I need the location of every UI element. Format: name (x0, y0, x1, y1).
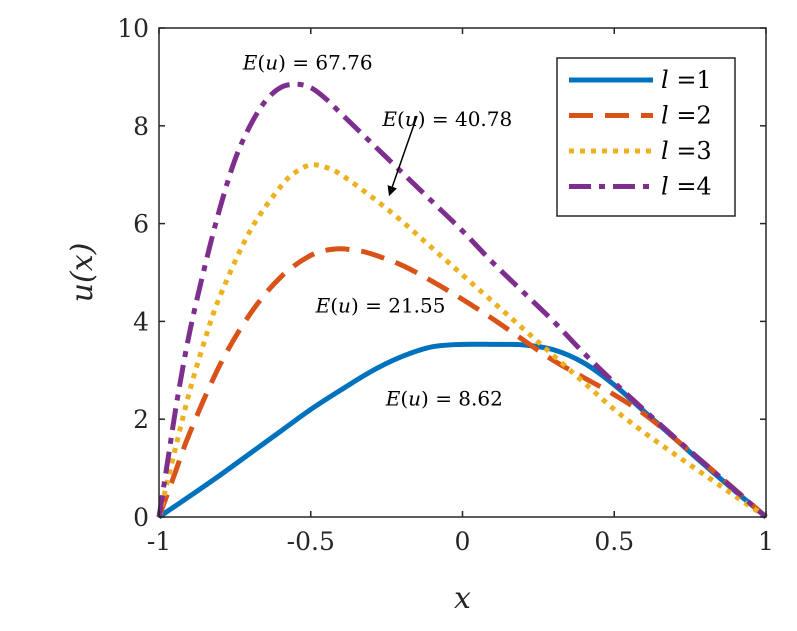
y-tick-label: 2 (133, 405, 149, 434)
y-tick-label: 6 (133, 210, 149, 239)
series-line-4 (156, 81, 768, 519)
energy-annotation-4: E(u) = 8.62 (385, 387, 503, 411)
x-tick-label: 0 (455, 527, 471, 556)
x-tick-label: -0.5 (287, 527, 335, 556)
legend-label-4: l =4 (661, 173, 712, 201)
y-tick-label: 4 (133, 307, 149, 336)
legend-label-2: l =2 (661, 102, 712, 130)
series-line-2 (156, 246, 768, 519)
x-tick-label: 0.5 (594, 527, 634, 556)
series-lines (156, 81, 768, 520)
x-tick-label: 1 (758, 527, 774, 556)
series-line-3 (156, 162, 768, 520)
energy-annotation-1: E(u) = 67.76 (242, 51, 373, 75)
annotations: E(u) = 67.76 E(u) = 40.78 E(u) = 21.55 E(u)… (242, 51, 512, 411)
annotation-arrow (387, 115, 418, 197)
series-line-1 (157, 341, 768, 520)
legend-label-3: l =3 (661, 137, 712, 165)
x-tick-label: -1 (147, 527, 171, 556)
y-axis-label: u(x) (65, 243, 100, 303)
x-axis-label: x (454, 581, 471, 616)
legend-box (556, 57, 736, 217)
y-tick-label: 8 (133, 112, 149, 141)
energy-annotation-3: E(u) = 21.55 (315, 294, 446, 318)
legend-label-1: l =1 (661, 66, 712, 94)
energy-annotation-2: E(u) = 40.78 (381, 107, 512, 131)
y-tick-label: 0 (133, 503, 149, 532)
y-tick-label: 10 (117, 14, 149, 43)
legend: l =1 l =2 l =3 l =4 (556, 57, 736, 217)
